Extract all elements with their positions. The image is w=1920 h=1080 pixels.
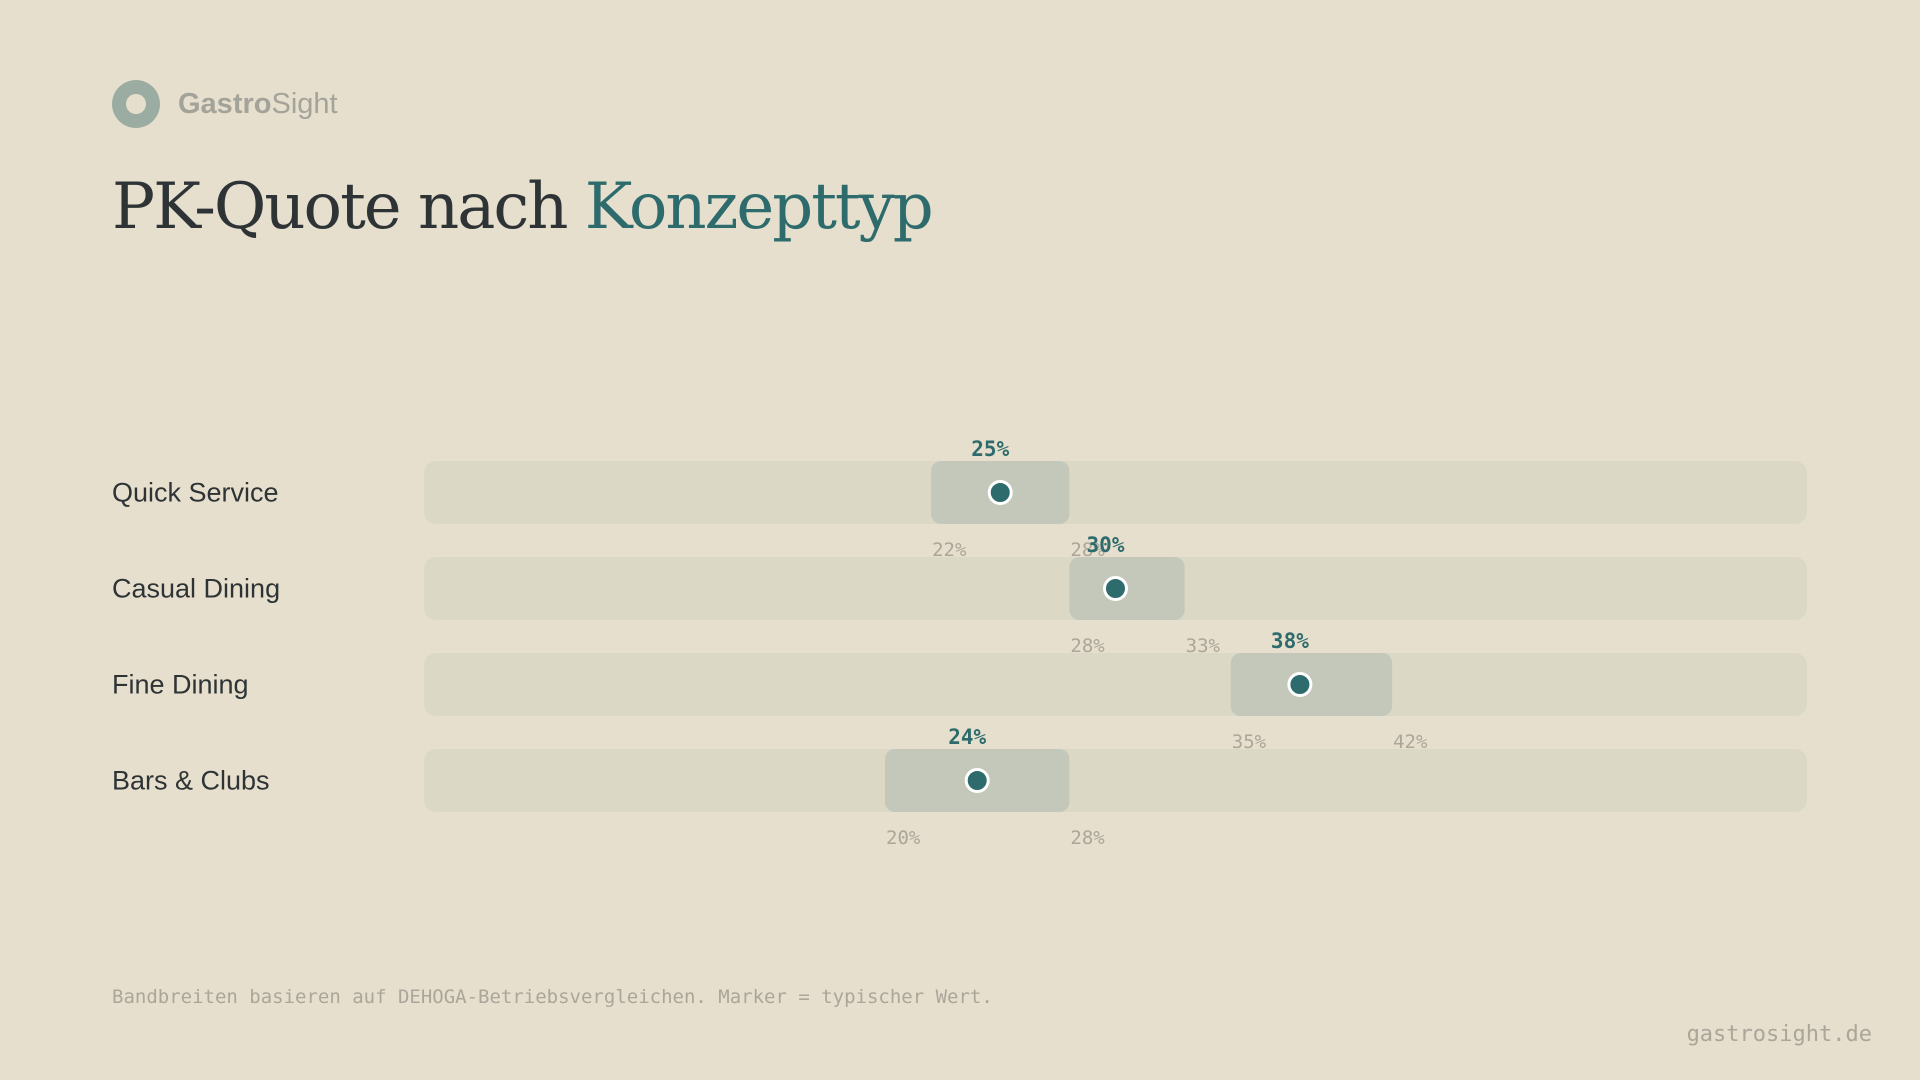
range-high-label: 28% xyxy=(1070,539,1105,561)
range-low-label: 35% xyxy=(1232,731,1267,753)
range-track xyxy=(424,461,1807,524)
page-title: PK-Quote nach Konzepttyp xyxy=(112,170,934,244)
typical-value-label: 30% xyxy=(1087,533,1125,557)
brand: GastroSight xyxy=(112,80,338,128)
brand-name: GastroSight xyxy=(178,88,338,121)
typical-value-label: 38% xyxy=(1271,629,1309,653)
category-label: Casual Dining xyxy=(112,574,280,604)
typical-value-label: 24% xyxy=(948,725,986,749)
brand-name-light: Sight xyxy=(271,87,338,120)
range-low-label: 20% xyxy=(886,827,921,849)
website-link[interactable]: gastrosight.de xyxy=(1686,1022,1872,1047)
range-high-label: 42% xyxy=(1393,731,1428,753)
brand-logo-icon xyxy=(112,80,160,128)
range-low-label: 22% xyxy=(932,539,967,561)
title-main: PK-Quote nach xyxy=(112,170,585,244)
range-track xyxy=(424,653,1807,716)
range-high-label: 33% xyxy=(1186,635,1221,657)
category-label: Bars & Clubs xyxy=(112,766,270,796)
typical-value-label: 25% xyxy=(971,437,1009,461)
range-track xyxy=(424,749,1807,812)
typical-marker xyxy=(1103,576,1128,601)
category-label: Quick Service xyxy=(112,478,279,508)
brand-name-bold: Gastro xyxy=(178,87,272,120)
typical-marker xyxy=(964,768,990,793)
title-accent: Konzepttyp xyxy=(584,170,934,244)
footnote: Bandbreiten basieren auf DEHOGA-Betriebs… xyxy=(112,986,993,1008)
range-high-label: 28% xyxy=(1070,827,1105,849)
typical-marker xyxy=(987,480,1013,505)
category-label: Fine Dining xyxy=(112,670,249,700)
typical-marker xyxy=(1287,672,1313,697)
range-low-label: 28% xyxy=(1070,635,1105,657)
